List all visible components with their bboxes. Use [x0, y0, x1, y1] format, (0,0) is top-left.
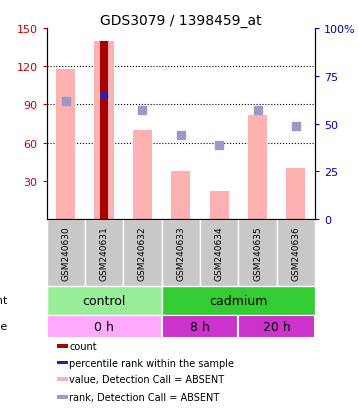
Text: count: count	[69, 341, 97, 351]
Text: agent: agent	[0, 296, 8, 306]
Bar	[57, 377, 68, 381]
Text: percentile rank within the sample: percentile rank within the sample	[69, 358, 234, 368]
Bar	[248, 115, 267, 220]
Text: cadmium: cadmium	[209, 294, 267, 307]
Bar	[286, 169, 305, 220]
Bar	[161, 315, 238, 338]
Bar	[277, 220, 315, 287]
Bar	[57, 344, 68, 348]
Text: 20 h: 20 h	[263, 320, 291, 333]
Bar	[56, 70, 75, 220]
Bar	[238, 315, 315, 338]
Text: rank, Detection Call = ABSENT: rank, Detection Call = ABSENT	[69, 392, 219, 402]
Text: GSM240630: GSM240630	[61, 226, 70, 280]
Bar	[133, 131, 152, 220]
Text: GSM240631: GSM240631	[100, 226, 108, 280]
Text: GSM240632: GSM240632	[138, 226, 147, 280]
Bar	[200, 220, 238, 287]
Text: GSM240634: GSM240634	[215, 226, 224, 280]
Bar	[238, 220, 277, 287]
Text: value, Detection Call = ABSENT: value, Detection Call = ABSENT	[69, 374, 224, 385]
Bar	[171, 171, 190, 220]
Bar	[57, 361, 68, 365]
Text: time: time	[0, 322, 8, 332]
Bar	[100, 42, 108, 220]
Text: control: control	[82, 294, 126, 307]
Bar	[47, 287, 161, 315]
Text: 0 h: 0 h	[94, 320, 114, 333]
Bar	[85, 220, 123, 287]
Bar	[123, 220, 161, 287]
Bar	[209, 192, 229, 220]
Text: GSM240635: GSM240635	[253, 226, 262, 280]
Bar	[57, 395, 68, 399]
Bar	[161, 220, 200, 287]
Bar	[47, 315, 161, 338]
Bar	[161, 287, 315, 315]
Text: 8 h: 8 h	[190, 320, 210, 333]
Title: GDS3079 / 1398459_at: GDS3079 / 1398459_at	[100, 14, 262, 28]
Bar	[47, 220, 85, 287]
Text: GSM240636: GSM240636	[291, 226, 300, 280]
Text: GSM240633: GSM240633	[176, 226, 185, 280]
Bar	[95, 42, 114, 220]
